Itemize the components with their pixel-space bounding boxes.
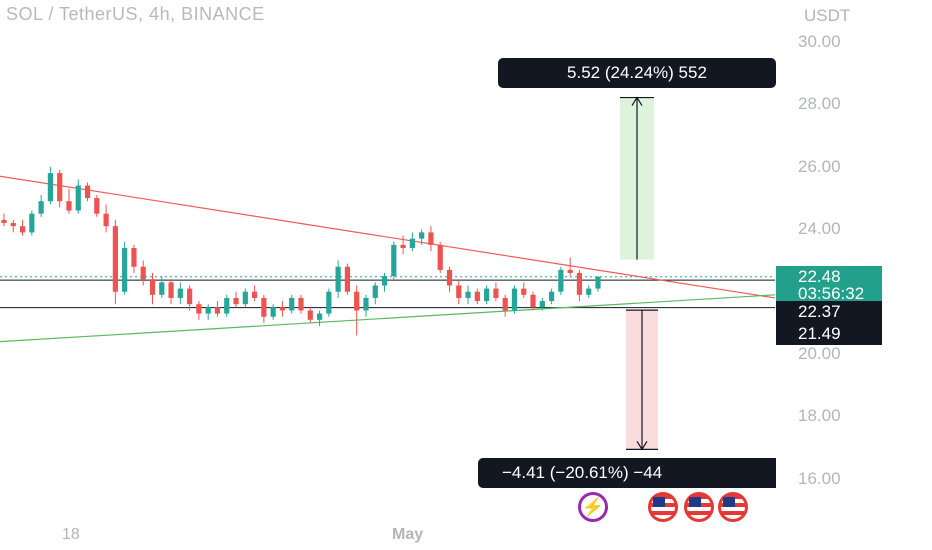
candle-body xyxy=(196,304,202,314)
level-upper-label: 22.37 xyxy=(776,301,882,323)
lightning-icon[interactable]: ⚡ xyxy=(578,492,608,522)
candle-body xyxy=(1,219,7,224)
candle-body xyxy=(242,291,248,305)
measure-up-arrowhead xyxy=(631,96,643,106)
candle-body xyxy=(391,244,397,277)
candle-body xyxy=(335,266,341,292)
candle-body xyxy=(576,272,583,295)
candle-body xyxy=(10,223,16,227)
candle-body xyxy=(316,313,323,320)
candle-body xyxy=(567,269,573,273)
candle-body xyxy=(381,276,388,286)
candle-body xyxy=(428,232,434,245)
y-tick-label: 16.00 xyxy=(798,469,841,488)
candle-body xyxy=(149,279,156,295)
candle-body xyxy=(354,291,360,311)
candle-body xyxy=(326,291,332,314)
candle-body xyxy=(75,185,81,211)
candle-body xyxy=(548,291,555,302)
candle-body xyxy=(437,244,443,270)
us-flag-icon[interactable] xyxy=(684,492,714,522)
candle-body xyxy=(307,310,313,320)
candle-body xyxy=(168,282,174,298)
candle-body xyxy=(261,297,267,317)
us-flag-icon[interactable] xyxy=(718,492,748,522)
candle-body xyxy=(251,291,258,298)
candle-body xyxy=(558,269,564,292)
candle-body xyxy=(29,213,35,233)
candle-body xyxy=(521,288,527,295)
symbol-title: SOL / TetherUS, 4h, BINANCE xyxy=(6,4,265,24)
candle-body xyxy=(484,288,490,302)
y-tick-label: 30.00 xyxy=(798,32,841,51)
candle-body xyxy=(279,307,286,311)
resistance-trendline xyxy=(0,175,776,299)
level-lower-label: 21.49 xyxy=(776,323,882,345)
candle-body xyxy=(159,282,165,295)
candle-body xyxy=(409,238,415,249)
candle-body xyxy=(177,288,183,298)
measure-down-arrowhead xyxy=(636,441,648,451)
candle-body xyxy=(289,297,295,311)
candle-body xyxy=(493,288,499,298)
y-tick-label: 26.00 xyxy=(798,157,841,176)
candle-body xyxy=(66,201,72,211)
countdown-label: 03:56:32 xyxy=(776,284,882,304)
candle-body xyxy=(103,213,109,227)
candle-body xyxy=(502,297,508,311)
candle-body xyxy=(474,291,480,302)
candle-body xyxy=(419,232,425,239)
candle-body xyxy=(344,266,351,292)
currency-label: USDT xyxy=(804,6,851,25)
y-tick-label: 28.00 xyxy=(798,94,841,113)
candle-body xyxy=(57,173,63,202)
candle-body xyxy=(595,276,601,289)
candle-body xyxy=(224,297,230,314)
y-tick-label: 24.00 xyxy=(798,219,841,238)
measure-up-label: 5.52 (24.24%) 552 xyxy=(498,58,776,88)
candle-body xyxy=(298,297,304,311)
candle-body xyxy=(131,248,137,267)
candle-body xyxy=(511,288,518,311)
candle-body xyxy=(19,226,26,233)
candle-body xyxy=(400,244,406,249)
support-trendline xyxy=(0,294,776,343)
x-tick-label: May xyxy=(392,526,424,543)
measure-down-label: −4.41 (−20.61%) −44 xyxy=(478,458,776,488)
candle-body xyxy=(38,201,44,214)
us-flag-icon[interactable] xyxy=(648,492,678,522)
candle-body xyxy=(539,301,545,308)
candle-body xyxy=(187,288,193,305)
candle-body xyxy=(530,294,536,308)
candle-body xyxy=(372,285,378,298)
candle-body xyxy=(233,297,239,305)
candle-body xyxy=(94,198,100,214)
candle-body xyxy=(446,269,453,286)
candle-body xyxy=(363,297,369,311)
x-tick-label: 18 xyxy=(62,526,80,543)
candle-body xyxy=(84,185,91,199)
current-price-label: 22.48 xyxy=(776,266,882,288)
y-tick-label: 18.00 xyxy=(798,406,841,425)
candle-body xyxy=(586,288,592,295)
candle-body xyxy=(140,266,146,280)
candle-body xyxy=(456,285,462,298)
candle-body xyxy=(270,307,276,317)
candle-body xyxy=(112,226,118,292)
y-tick-label: 20.00 xyxy=(798,344,841,363)
candle-body xyxy=(205,307,211,314)
candle-body xyxy=(465,291,471,298)
candle-body xyxy=(47,173,54,202)
candle-body xyxy=(214,307,221,314)
candle-body xyxy=(122,248,128,292)
